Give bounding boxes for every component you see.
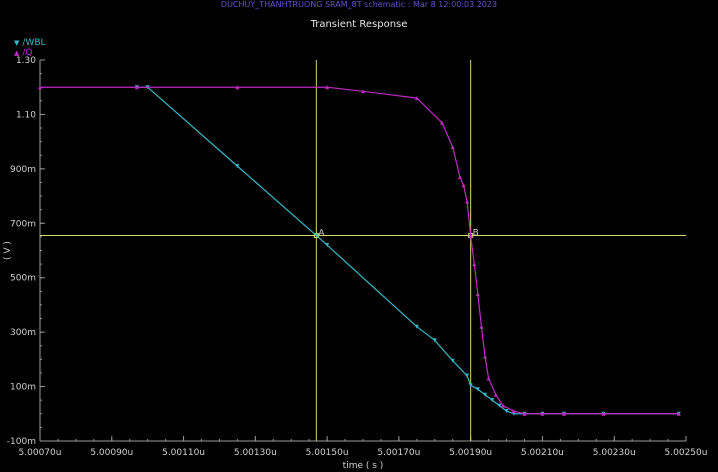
x-tick-label: 5.00210u: [521, 448, 564, 458]
y-tick-label: 1.10: [16, 110, 36, 120]
x-tick-label: 5.00170u: [377, 448, 420, 458]
cursor-label-b: B: [473, 229, 479, 239]
x-tick-label: 5.00130u: [234, 448, 277, 458]
x-tick-label: 5.00110u: [162, 448, 205, 458]
series-line-wbl: [136, 86, 679, 415]
x-axis-label: time ( s ): [343, 461, 384, 471]
x-tick-label: 5.00190u: [449, 448, 492, 458]
data-point-q: [540, 411, 545, 416]
x-tick-label: 5.00230u: [593, 448, 636, 458]
data-point-q: [134, 85, 139, 90]
data-point-q: [235, 85, 240, 90]
data-point-q: [325, 85, 330, 90]
triangle-down-icon: ▼: [14, 39, 20, 47]
y-tick-label: 100m: [10, 383, 36, 393]
data-point-q: [468, 233, 473, 238]
legend-entry-q[interactable]: ▲ /Q: [14, 48, 46, 58]
data-point-q: [38, 85, 42, 90]
data-point-wbl: [504, 409, 509, 414]
data-point-q: [483, 354, 488, 359]
window-header: DUCHUY_THANHTRUONG SRAM_8T schematic : M…: [220, 0, 498, 9]
data-point-q: [493, 392, 498, 397]
cursor-label-a: A: [318, 229, 325, 239]
axes: -100m 100m 300m 500m 700m 900m 1.10 1.30 5.00070…: [7, 56, 708, 458]
data-point-q: [676, 411, 681, 416]
data-point-q: [479, 324, 484, 329]
x-tick-label: 5.00090u: [90, 448, 133, 458]
y-tick-label: 700m: [10, 219, 36, 229]
x-tick-label: 5.00250u: [665, 448, 708, 458]
x-tick-label: 5.00150u: [306, 448, 349, 458]
legend-label-wbl: /WBL: [22, 38, 46, 48]
data-point-q: [457, 175, 462, 180]
data-point-wbl: [314, 233, 319, 238]
data-point-q: [561, 411, 566, 416]
y-tick-label: 900m: [10, 165, 36, 175]
legend: ▼ /WBL ▲ /Q: [14, 38, 46, 58]
data-point-q: [361, 89, 365, 94]
data-point-q: [511, 409, 516, 414]
y-tick-label: -100m: [7, 437, 36, 447]
data-point-wbl: [468, 383, 473, 388]
data-point-q: [472, 262, 477, 267]
y-tick-label: 500m: [10, 274, 36, 284]
series-group: [38, 85, 681, 416]
data-point-wbl: [475, 387, 480, 392]
data-point-q: [500, 403, 505, 408]
chart-title: Transient Response: [310, 19, 408, 30]
data-point-q: [522, 411, 527, 416]
data-point-q: [414, 96, 419, 101]
data-point-wbl: [432, 338, 437, 343]
data-point-q: [461, 183, 466, 188]
data-point-q: [475, 292, 480, 297]
data-point-wbl: [465, 373, 470, 378]
triangle-up-icon: ▲: [14, 49, 20, 57]
y-tick-label: 300m: [10, 328, 36, 338]
data-point-wbl: [414, 324, 419, 329]
data-point-wbl: [325, 243, 330, 248]
data-point-wbl: [497, 403, 502, 408]
data-point-q: [486, 376, 491, 381]
data-point-wbl: [235, 164, 240, 169]
data-point-wbl: [483, 392, 488, 397]
data-point-q: [439, 120, 444, 125]
y-tick-label: 1.30: [16, 56, 36, 66]
legend-label-q: /Q: [22, 48, 33, 58]
data-point-q: [465, 199, 470, 204]
legend-entry-wbl[interactable]: ▼ /WBL: [14, 38, 46, 48]
data-point-q: [450, 145, 455, 150]
x-tick-label: 5.00070u: [19, 448, 62, 458]
data-point-q: [601, 411, 606, 416]
series-line-q: [40, 86, 679, 415]
data-point-wbl: [490, 398, 495, 403]
y-axis-label: ( V ): [3, 241, 13, 260]
data-point-wbl: [450, 358, 455, 363]
